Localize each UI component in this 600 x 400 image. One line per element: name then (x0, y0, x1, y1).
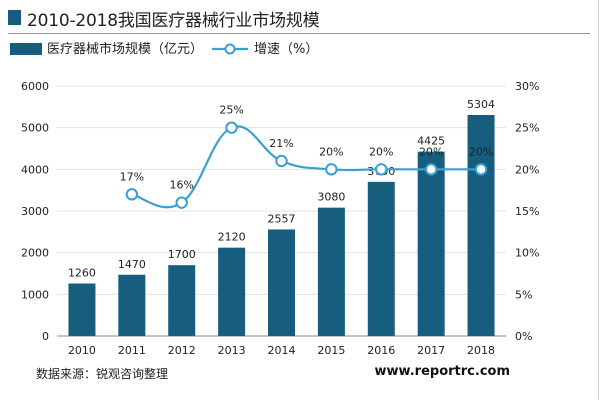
growth-rate-point (225, 121, 238, 134)
x-tick-label: 2015 (317, 344, 345, 357)
growth-rate-point (325, 163, 338, 176)
growth-rate-line (131, 125, 482, 209)
growth-rate-label: 17% (120, 170, 144, 183)
bar-value-label: 2120 (218, 231, 246, 244)
x-tick-label: 2018 (467, 344, 495, 357)
y-right-tick-label: 25% (515, 122, 539, 135)
bar-value-label: 1470 (118, 258, 146, 271)
y-left-tick-label: 0 (42, 330, 49, 343)
y-left-tick-label: 6000 (21, 80, 49, 93)
bar (68, 283, 96, 336)
bar (317, 207, 345, 336)
y-left-tick-label: 4000 (21, 163, 49, 176)
bar-value-label: 1700 (168, 248, 196, 261)
y-right-tick-label: 0% (515, 330, 532, 343)
website-watermark: www.reportrc.com (374, 364, 510, 379)
bar-value-label: 4425 (417, 135, 445, 148)
x-tick-label: 2010 (68, 344, 96, 357)
y-left-tick-label: 3000 (21, 205, 49, 218)
growth-rate-point (424, 163, 438, 176)
growth-rate-point (175, 196, 188, 209)
title-accent-mark (8, 10, 21, 25)
legend-swatch-bar (10, 43, 42, 55)
bar-value-label: 2557 (268, 212, 296, 225)
growth-rate-label: 16% (169, 179, 193, 192)
growth-rate-label: 20% (369, 145, 393, 158)
growth-rate-point (474, 163, 488, 176)
bar (218, 247, 246, 336)
growth-rate-label: 25% (219, 104, 243, 117)
x-tick-label: 2013 (218, 344, 246, 357)
x-tick-label: 2016 (367, 344, 395, 357)
bar (118, 274, 146, 336)
x-tick-label: 2011 (118, 344, 146, 357)
x-tick-label: 2014 (268, 344, 296, 357)
y-right-tick-label: 15% (515, 205, 539, 218)
bar-value-label: 3080 (317, 191, 345, 204)
bar (268, 229, 295, 336)
growth-rate-label: 20% (319, 145, 343, 158)
bar (467, 115, 495, 336)
title-divider (8, 33, 590, 34)
growth-rate-point (125, 188, 139, 201)
legend-label-bar: 医疗器械市场规模（亿元） (47, 41, 203, 57)
growth-rate-point (375, 163, 388, 176)
x-tick-label: 2017 (417, 344, 445, 357)
y-left-tick-label: 1000 (21, 288, 49, 301)
y-right-tick-label: 30% (515, 80, 539, 93)
y-left-tick-label: 5000 (21, 122, 49, 135)
bar (367, 181, 395, 336)
y-left-tick-label: 2000 (21, 247, 49, 260)
bar (417, 151, 445, 336)
y-right-tick-label: 5% (515, 288, 532, 301)
y-right-tick-label: 10% (515, 247, 539, 260)
x-tick-label: 2012 (168, 344, 196, 357)
legend-swatch-marker (224, 43, 236, 55)
growth-rate-label: 20% (419, 145, 443, 158)
bar-value-label: 5304 (467, 98, 495, 111)
growth-rate-point (275, 154, 288, 168)
growth-rate-label: 21% (269, 137, 293, 150)
chart-title: 2010-2018我国医疗器械行业市场规模 (27, 11, 320, 31)
growth-rate-label: 20% (469, 145, 493, 158)
legend-label-line: 增速（%） (254, 42, 318, 57)
frame-border (598, 0, 599, 400)
data-source-note: 数据来源：锐观咨询整理 (36, 367, 169, 381)
bar (168, 265, 196, 336)
y-right-tick-label: 20% (515, 163, 539, 176)
bar-value-label: 1260 (68, 267, 96, 280)
